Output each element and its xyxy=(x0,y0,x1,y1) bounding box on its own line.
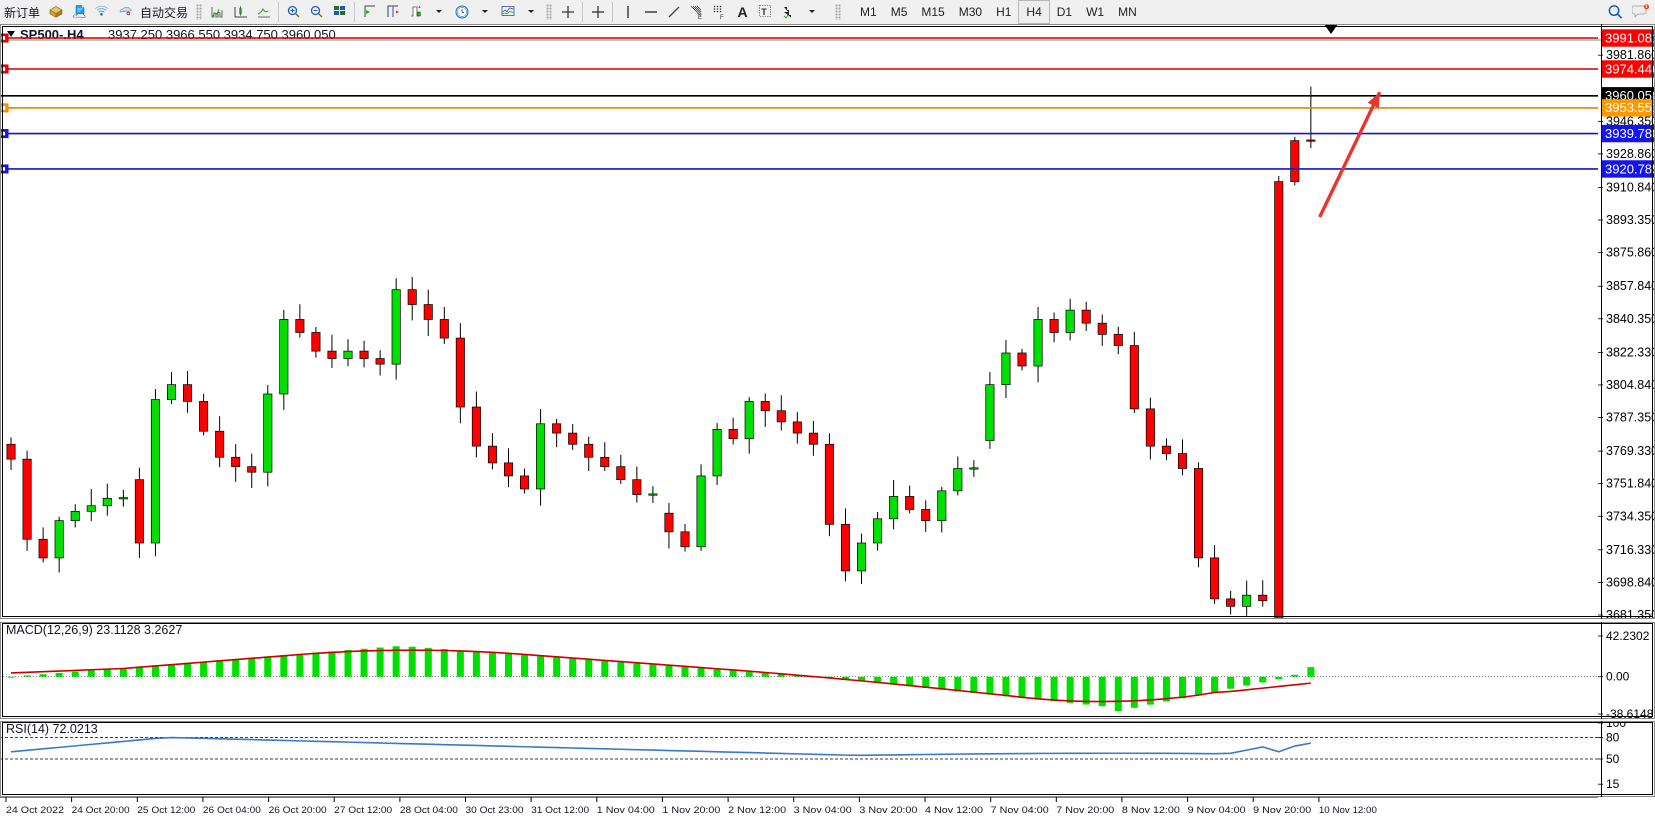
svg-text:3840.350: 3840.350 xyxy=(1606,312,1655,326)
svg-text:SP500-.H4: SP500-.H4 xyxy=(20,27,84,42)
svg-text:3893.350: 3893.350 xyxy=(1606,213,1655,227)
svg-text:2 Nov 12:00: 2 Nov 12:00 xyxy=(728,805,786,816)
svg-text:7 Nov 20:00: 7 Nov 20:00 xyxy=(1056,805,1114,816)
svg-text:3991.081: 3991.081 xyxy=(1605,30,1655,45)
svg-text:31 Oct 12:00: 31 Oct 12:00 xyxy=(531,805,589,816)
svg-text:24 Oct 20:00: 24 Oct 20:00 xyxy=(72,805,130,816)
svg-text:30 Oct 23:00: 30 Oct 23:00 xyxy=(466,805,524,816)
svg-text:27 Oct 12:00: 27 Oct 12:00 xyxy=(334,805,392,816)
svg-text:42.2302: 42.2302 xyxy=(1606,629,1650,643)
svg-text:7 Nov 04:00: 7 Nov 04:00 xyxy=(991,805,1049,816)
svg-text:3974.446: 3974.446 xyxy=(1605,61,1655,76)
svg-text:T: T xyxy=(761,7,767,17)
svg-text:15: 15 xyxy=(1606,777,1620,791)
svg-text:3 Nov 04:00: 3 Nov 04:00 xyxy=(794,805,852,816)
svg-text:3734.350: 3734.350 xyxy=(1606,509,1655,523)
svg-text:3910.840: 3910.840 xyxy=(1606,180,1655,194)
svg-text:0.00: 0.00 xyxy=(1606,670,1630,684)
svg-text:1 Nov 04:00: 1 Nov 04:00 xyxy=(597,805,655,816)
svg-text:26 Oct 04:00: 26 Oct 04:00 xyxy=(203,805,261,816)
svg-text:25 Oct 12:00: 25 Oct 12:00 xyxy=(137,805,195,816)
svg-text:3769.330: 3769.330 xyxy=(1606,444,1655,458)
svg-text:80: 80 xyxy=(1606,730,1620,744)
svg-text:3 Nov 20:00: 3 Nov 20:00 xyxy=(859,805,917,816)
svg-text:24 Oct 2022: 24 Oct 2022 xyxy=(6,805,64,816)
svg-text:10 Nov 12:00: 10 Nov 12:00 xyxy=(1319,805,1377,816)
svg-text:3875.860: 3875.860 xyxy=(1606,246,1655,260)
svg-text:MACD(12,26,9) 23.1128 3.2627: MACD(12,26,9) 23.1128 3.2627 xyxy=(6,623,182,637)
svg-text:3857.840: 3857.840 xyxy=(1606,279,1655,293)
svg-text:3698.840: 3698.840 xyxy=(1606,575,1655,589)
svg-text:3920.785: 3920.785 xyxy=(1605,161,1655,176)
svg-text:1 Nov 20:00: 1 Nov 20:00 xyxy=(662,805,720,816)
svg-text:E: E xyxy=(698,15,702,20)
svg-text:3981.860: 3981.860 xyxy=(1606,48,1655,62)
svg-text:3787.350: 3787.350 xyxy=(1606,411,1655,425)
svg-text:4 Nov 12:00: 4 Nov 12:00 xyxy=(925,805,983,816)
svg-text:3804.840: 3804.840 xyxy=(1606,378,1655,392)
svg-text:RSI(14) 72.0213: RSI(14) 72.0213 xyxy=(6,722,98,736)
svg-text:28 Oct 04:00: 28 Oct 04:00 xyxy=(400,805,458,816)
svg-text:3751.840: 3751.840 xyxy=(1606,477,1655,491)
svg-text:3681.350: 3681.350 xyxy=(1606,608,1655,619)
svg-text:F: F xyxy=(720,15,724,20)
svg-text:3716.330: 3716.330 xyxy=(1606,543,1655,557)
svg-text:26 Oct 20:00: 26 Oct 20:00 xyxy=(269,805,327,816)
svg-text:3953.551: 3953.551 xyxy=(1605,100,1655,115)
svg-text:-38.6148: -38.6148 xyxy=(1606,707,1654,719)
svg-text:8 Nov 12:00: 8 Nov 12:00 xyxy=(1122,805,1180,816)
svg-text:9 Nov 20:00: 9 Nov 20:00 xyxy=(1253,805,1311,816)
svg-text:3939.780: 3939.780 xyxy=(1605,126,1655,141)
svg-text:50: 50 xyxy=(1606,752,1620,766)
svg-text:3928.860: 3928.860 xyxy=(1606,147,1655,161)
svg-text:3937.250 3966.550 3934.750 396: 3937.250 3966.550 3934.750 3960.050 xyxy=(108,27,336,42)
svg-text:3822.330: 3822.330 xyxy=(1606,345,1655,359)
svg-text:9 Nov 04:00: 9 Nov 04:00 xyxy=(1188,805,1246,816)
